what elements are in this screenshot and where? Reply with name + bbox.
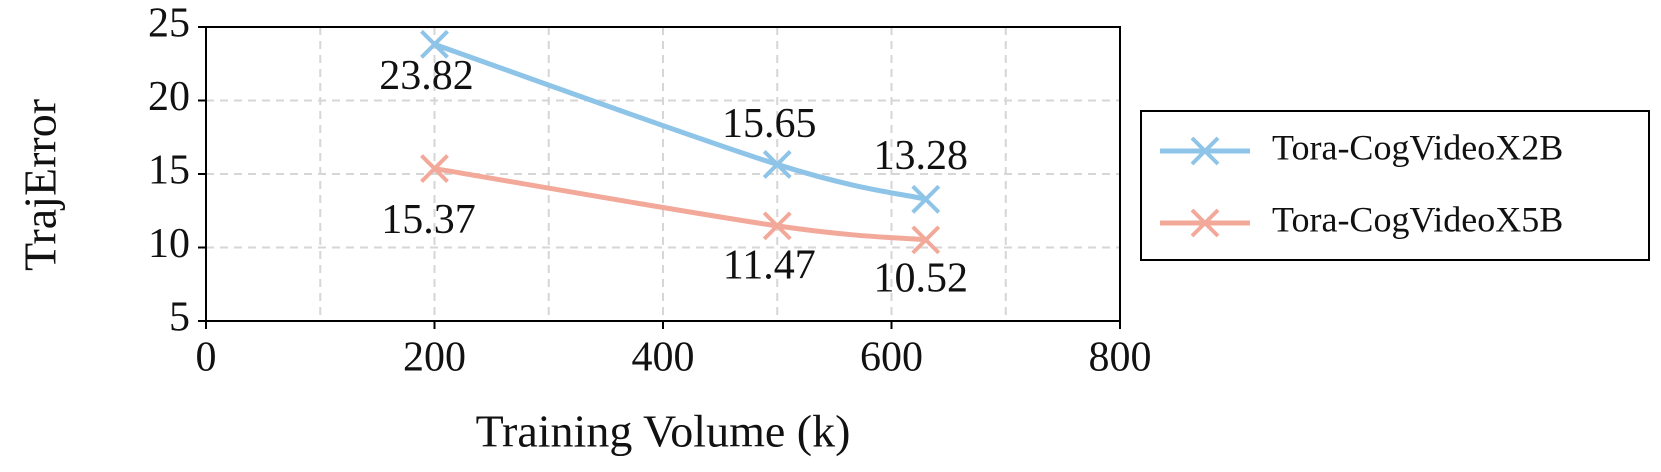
data-label: 23.82: [379, 53, 474, 99]
legend-label: Tora-CogVideoX5B: [1272, 199, 1563, 239]
x-tick-label: 200: [403, 335, 466, 381]
y-axis-title: TrajError: [15, 99, 66, 271]
y-tick-label: 5: [169, 295, 190, 341]
x-tick-label: 400: [632, 335, 695, 381]
y-tick-label: 15: [148, 148, 190, 194]
data-label: 10.52: [874, 255, 969, 301]
y-tick-label: 20: [148, 74, 190, 120]
data-label: 15.65: [722, 101, 817, 147]
legend-box: [1140, 110, 1650, 261]
x-tick-label: 800: [1089, 335, 1152, 381]
data-label: 11.47: [723, 243, 816, 289]
series-line: [433, 41, 927, 202]
marker: [762, 211, 792, 241]
data-label: 15.37: [381, 197, 476, 243]
legend-marker: [1190, 208, 1220, 238]
marker: [762, 150, 792, 179]
legend-marker: [1190, 136, 1220, 166]
y-tick-label: 25: [148, 1, 190, 47]
x-tick-label: 600: [860, 335, 923, 381]
data-label: 13.28: [874, 133, 969, 179]
series-line: [434, 166, 927, 243]
x-axis-title: Training Volume (k): [476, 406, 851, 457]
marker: [911, 225, 941, 255]
marker: [420, 29, 449, 59]
x-tick-label: 0: [196, 335, 217, 381]
y-tick-label: 10: [148, 221, 190, 267]
legend-label: Tora-CogVideoX2B: [1272, 127, 1563, 167]
marker: [420, 154, 449, 183]
marker: [911, 184, 941, 214]
